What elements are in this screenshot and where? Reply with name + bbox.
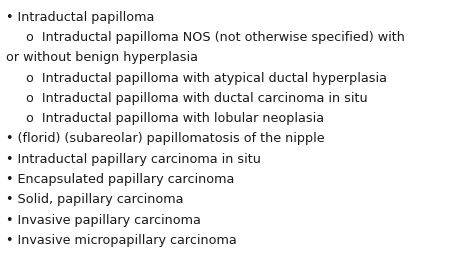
Text: • Invasive papillary carcinoma: • Invasive papillary carcinoma bbox=[6, 214, 201, 227]
Text: • Invasive micropapillary carcinoma: • Invasive micropapillary carcinoma bbox=[6, 234, 237, 247]
Text: o  Intraductal papilloma with ductal carcinoma in situ: o Intraductal papilloma with ductal carc… bbox=[6, 92, 367, 105]
Text: • Intraductal papillary carcinoma in situ: • Intraductal papillary carcinoma in sit… bbox=[6, 153, 261, 166]
Text: o  Intraductal papilloma NOS (not otherwise specified) with: o Intraductal papilloma NOS (not otherwi… bbox=[6, 31, 405, 44]
Text: • Solid, papillary carcinoma: • Solid, papillary carcinoma bbox=[6, 193, 183, 206]
Text: o  Intraductal papilloma with atypical ductal hyperplasia: o Intraductal papilloma with atypical du… bbox=[6, 72, 387, 85]
Text: • Encapsulated papillary carcinoma: • Encapsulated papillary carcinoma bbox=[6, 173, 234, 186]
Text: or without benign hyperplasia: or without benign hyperplasia bbox=[6, 51, 198, 64]
Text: • Intraductal papilloma: • Intraductal papilloma bbox=[6, 11, 154, 24]
Text: • (florid) (subareolar) papillomatosis of the nipple: • (florid) (subareolar) papillomatosis o… bbox=[6, 132, 324, 146]
Text: o  Intraductal papilloma with lobular neoplasia: o Intraductal papilloma with lobular neo… bbox=[6, 112, 324, 125]
